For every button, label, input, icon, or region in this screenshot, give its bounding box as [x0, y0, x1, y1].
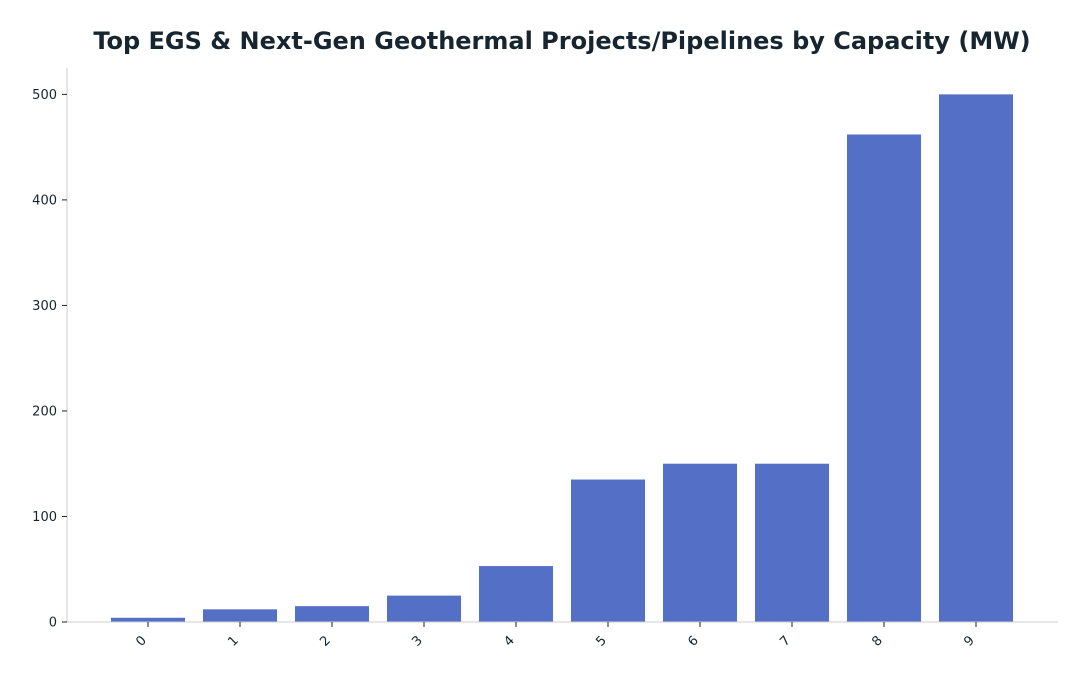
bar-7 [755, 463, 829, 622]
y-tick-label: 300 [32, 299, 57, 314]
x-tick-label: 7 [777, 633, 793, 649]
bar-3 [387, 595, 461, 622]
bars [111, 94, 1013, 623]
x-tick-label: 4 [501, 633, 517, 649]
y-tick-label: 100 [32, 510, 57, 525]
bar-6 [663, 463, 737, 622]
y-tick-label: 400 [32, 193, 57, 208]
bar-5 [571, 479, 645, 622]
bar-0 [111, 617, 185, 622]
x-tick-label: 8 [869, 633, 885, 649]
x-tick-label: 5 [593, 633, 609, 649]
x-tick-label: 2 [317, 633, 333, 649]
bar-9 [939, 94, 1013, 622]
x-tick-label: 9 [961, 633, 977, 649]
x-tick-label: 0 [133, 633, 149, 649]
bar-2 [295, 606, 369, 622]
y-tick-label: 500 [32, 88, 57, 103]
bar-1 [203, 609, 277, 622]
chart-title: Top EGS & Next-Gen Geothermal Projects/P… [93, 27, 1030, 55]
x-tick-label: 1 [225, 633, 241, 649]
axes [66, 68, 1058, 623]
y-tick-label: 200 [32, 404, 57, 419]
bar-8 [847, 134, 921, 623]
y-tick-label: 0 [49, 616, 57, 631]
x-axis-ticks: 0 1 2 3 4 5 6 7 8 9 [133, 622, 978, 650]
y-axis-ticks: 0 100 200 300 400 500 [32, 88, 67, 631]
x-tick-label: 3 [409, 633, 425, 649]
bar-4 [479, 566, 553, 622]
x-tick-label: 6 [685, 633, 701, 649]
